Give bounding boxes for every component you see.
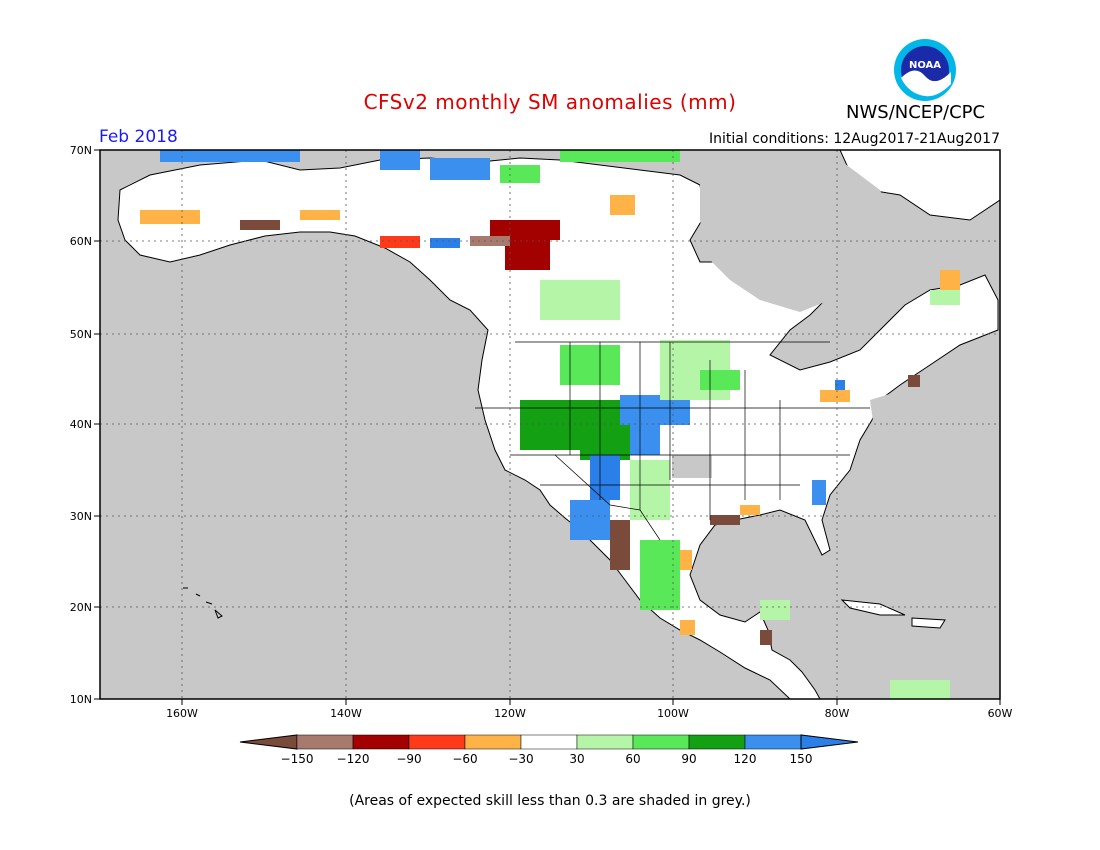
colorbar-swatch	[408, 734, 466, 750]
lon-label-100w: 100W	[657, 707, 689, 720]
low-skill-plains	[672, 455, 712, 478]
colorbar-swatch	[688, 734, 746, 750]
hawaii-islands	[183, 587, 223, 619]
colorbar-swatch	[632, 734, 690, 750]
colorbar-label: −120	[337, 752, 370, 766]
initial-conditions: Initial conditions: 12Aug2017-21Aug2017	[709, 131, 1000, 147]
low-skill-canada	[700, 160, 900, 312]
lat-label-30n: 30N	[70, 510, 92, 523]
lat-label-10n: 10N	[70, 693, 92, 706]
valid-month: Feb 2018	[99, 127, 178, 147]
colorbar-label: −150	[281, 752, 314, 766]
lat-label-40n: 40N	[70, 418, 92, 431]
lat-label-20n: 20N	[70, 601, 92, 614]
colorbar-label: 60	[625, 752, 640, 766]
lon-label-160w: 160W	[166, 707, 198, 720]
colorbar-end-high	[800, 734, 859, 750]
skill-footnote: (Areas of expected skill less than 0.3 a…	[349, 793, 751, 809]
colorbar-label: 30	[569, 752, 584, 766]
colorbar-swatch	[464, 734, 522, 750]
lat-label-70n: 70N	[70, 144, 92, 157]
colorbar-swatch	[744, 734, 802, 750]
hispaniola-island	[911, 617, 946, 629]
state-borders	[475, 341, 870, 541]
logo-text: NOAA	[909, 60, 941, 71]
colorbar-swatch	[352, 734, 410, 750]
lon-label-60w: 60W	[988, 707, 1013, 720]
lon-label-140w: 140W	[330, 707, 362, 720]
gridlines	[100, 150, 1000, 699]
colorbar-swatch	[520, 734, 578, 750]
colorbar-swatch	[576, 734, 634, 750]
noaa-logo: NOAA	[893, 38, 957, 102]
low-skill-east	[870, 360, 1000, 470]
cuba-island	[840, 599, 906, 616]
colorbar-label: 120	[734, 752, 757, 766]
colorbar: −150 −120 −90 −60 −30 30 60 90 120 150	[239, 734, 859, 766]
lat-label-50n: 50N	[70, 328, 92, 341]
colorbar-end-low	[239, 734, 298, 750]
colorbar-label: −30	[508, 752, 533, 766]
lon-label-80w: 80W	[825, 707, 850, 720]
colorbar-label: −90	[396, 752, 421, 766]
lon-label-120w: 120W	[494, 707, 526, 720]
map-title: CFSv2 monthly SM anomalies (mm)	[363, 90, 737, 114]
colorbar-label: 150	[790, 752, 813, 766]
lat-label-60n: 60N	[70, 235, 92, 248]
colorbar-label: 90	[681, 752, 696, 766]
land-layer	[117, 150, 1000, 699]
agency-label: NWS/NCEP/CPC	[846, 102, 986, 123]
colorbar-swatch	[296, 734, 354, 750]
colorbar-label: −60	[452, 752, 477, 766]
tick-marks	[94, 149, 1001, 705]
